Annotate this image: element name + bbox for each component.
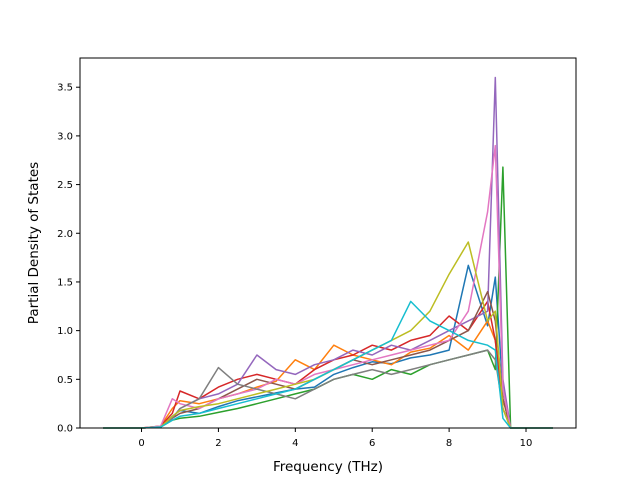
y-tick-label: 3.5 [57, 83, 73, 94]
y-tick-label: 3.0 [57, 131, 73, 142]
pdos-series-line [103, 349, 553, 429]
x-tick-label: 0 [138, 438, 144, 449]
y-axis-label: Partial Density of States [26, 162, 42, 324]
y-tick-label: 2.5 [57, 180, 73, 191]
y-tick-label: 1.0 [57, 326, 73, 337]
pdos-series-line [103, 144, 553, 429]
x-tick-label: 6 [369, 438, 375, 449]
pdos-series-line [103, 241, 553, 429]
y-tick-label: 0.5 [57, 375, 73, 386]
y-tick-label: 2.0 [57, 229, 73, 240]
x-tick-label: 10 [520, 438, 533, 449]
plot-frame [79, 57, 577, 429]
x-tick-label: 4 [292, 438, 298, 449]
y-tick-label: 1.5 [57, 277, 73, 288]
pdos-series-line [103, 76, 553, 429]
y-tick-label: 0.0 [57, 424, 73, 435]
x-tick-label: 8 [446, 438, 452, 449]
pdos-series-line [103, 300, 553, 429]
y-axis: 0.0 0.5 1.0 1.5 2.0 2.5 3.0 3.5 [57, 83, 80, 435]
x-axis-label: Frequency (THz) [273, 459, 383, 475]
x-axis: 0 2 4 6 8 10 [138, 428, 532, 449]
pdos-series-line [103, 320, 553, 429]
series-layer [103, 76, 553, 429]
x-tick-label: 2 [215, 438, 221, 449]
